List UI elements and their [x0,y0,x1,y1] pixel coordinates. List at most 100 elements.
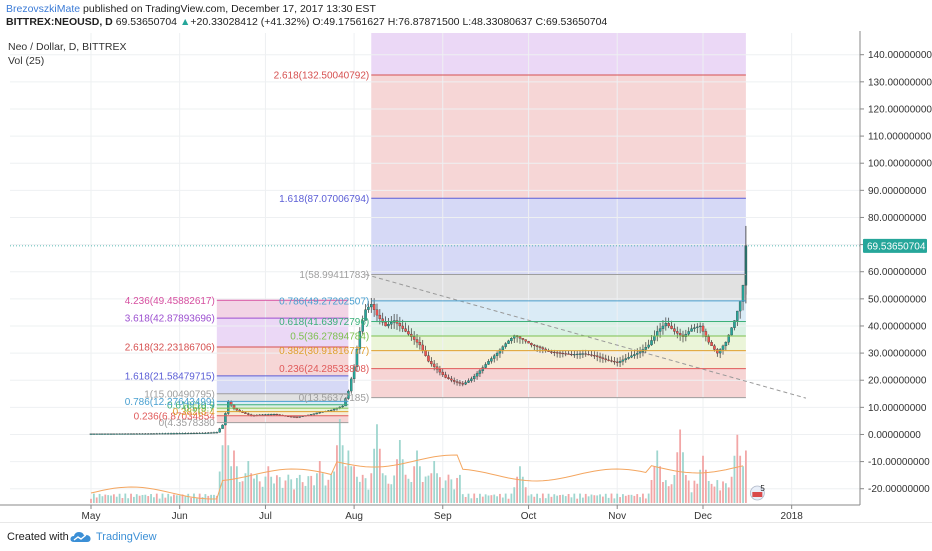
price-chart[interactable]: 0(13.56377185) 0.236(24.28533808) 0.382(30… [0,31,932,521]
candle-body [118,433,121,435]
volume-bar [564,496,567,503]
volume-bar [436,473,438,503]
volume-bar [175,495,178,503]
candle-body [404,328,407,332]
volume-bar [642,493,644,503]
candle-body [430,361,433,365]
volume-bar [504,493,507,503]
candle-body [269,414,273,416]
volume-bar [587,496,590,503]
volume-bar [653,466,656,503]
candle-body [561,352,565,355]
volume-bar [261,486,264,503]
fib-level-label: 0(13.56377185) [299,393,370,404]
volume-bar [313,485,315,503]
candle-body [501,346,505,351]
tradingview-brand-link[interactable]: TradingView [96,531,157,543]
candle-body [490,358,493,362]
candle-body [215,432,219,434]
candle-body [730,327,733,336]
fib-zone-fill [371,300,746,322]
volume-bar [679,429,682,503]
volume-bar [227,445,230,503]
volume-bar [356,476,358,503]
volume-bar [130,493,132,503]
candle-body [527,341,530,344]
volume-bar [556,495,559,503]
fib-level-label-secondary: 2.618(32.23186706) [125,343,215,354]
volume-bar [267,466,270,503]
volume-bar [650,479,653,503]
candle-body [126,433,130,435]
volume-bar [724,483,727,503]
volume-bar [484,494,487,503]
volume-bar [224,419,227,503]
author-link[interactable]: BrezovszkiMate [6,3,81,15]
volume-bar [407,478,410,503]
candle-body [152,433,156,435]
candle-body [455,381,459,383]
candle-body [504,343,507,347]
candle-body [452,380,456,382]
change-up-arrow-icon: ▲ [179,16,191,28]
candle-body [378,314,382,319]
volume-bar [167,493,170,503]
volume-bar [318,461,321,503]
volume-bar [596,495,599,503]
candle-body [295,416,299,418]
candle-body [618,361,622,363]
time-tick-label: Sep [434,511,452,521]
volume-bar [684,475,687,503]
volume-bar [275,475,278,503]
candle-body [146,433,150,435]
volume-bar [193,493,195,503]
candle-body [267,414,270,416]
candle-body [144,433,147,435]
volume-bar [427,475,430,503]
chart-area[interactable]: 0(13.56377185) 0.236(24.28533808) 0.382(30… [0,31,932,521]
volume-bar [539,498,541,503]
volume-bar [656,450,659,503]
published-text: published on TradingView.com, December 1… [83,3,376,15]
volume-bar [250,473,253,503]
volume-bar [364,478,367,503]
candle-body [495,352,499,356]
volume-bar [170,496,172,503]
candle-body [696,326,699,328]
trend-line [365,273,807,399]
volume-bar [499,493,501,503]
candle-body [387,324,390,327]
volume-bar [233,450,235,503]
candle-body [567,353,570,355]
candle-body [653,335,656,341]
volume-bar [501,497,504,503]
volume-bar [278,477,281,503]
candle-body [164,433,167,435]
volume-bar [467,493,470,503]
candle-body [424,350,427,356]
candle-body [564,353,567,355]
fib-zone-fill-secondary [216,375,349,394]
fib-level-label: 0.236(24.28533808) [279,364,369,375]
volume-bar [393,475,396,503]
candle-body [475,373,479,377]
candle-body [109,433,113,435]
price-tick-label: 130.00000000 [868,77,932,88]
tradingview-cloud-icon[interactable] [70,530,92,544]
price-tick-label: 120.00000000 [868,104,932,115]
volume-bar [298,474,301,503]
candle-body [507,340,510,344]
candle-body [181,433,184,435]
candle-body [607,359,610,361]
volume-bar [604,493,607,503]
volume-bar [241,481,244,503]
volume-indicator-label[interactable]: Vol (25) [8,55,45,67]
fib-zone-fill-secondary [216,411,349,416]
volume-bar [110,495,112,503]
volume-bar [153,497,155,503]
candle-body [312,413,316,415]
candle-body [575,353,579,355]
candle-body [341,405,344,408]
candle-body [667,323,670,327]
volume-bar [521,476,524,503]
